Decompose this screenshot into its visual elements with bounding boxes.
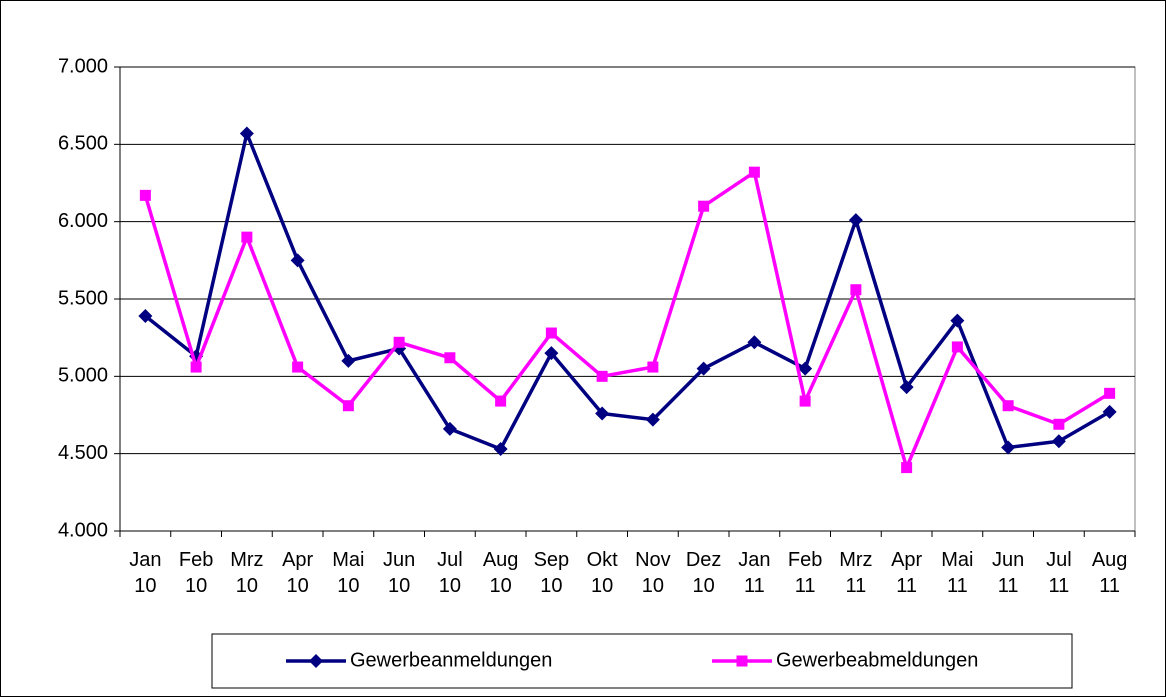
x-tick-label: Dez 10 — [685, 549, 722, 597]
point — [595, 406, 610, 421]
legend-label: Gewerbeabmeldungen — [776, 649, 978, 671]
point — [493, 442, 508, 457]
y-tick-label: 6.500 — [58, 133, 108, 155]
point — [292, 361, 304, 373]
point — [1002, 400, 1014, 412]
x-tick-label: Mrz 11 — [839, 549, 873, 597]
x-tick-label: Jun 10 — [383, 549, 416, 597]
x-tick-label: Sep 10 — [533, 549, 570, 597]
point — [239, 126, 254, 141]
x-tick-label: Apr 11 — [891, 549, 923, 597]
point — [799, 395, 811, 407]
point — [138, 309, 153, 324]
x-tick-label: Aug 11 — [1091, 549, 1128, 597]
y-tick-label: 7.000 — [58, 55, 108, 77]
x-tick-label: Aug 10 — [482, 549, 519, 597]
point — [341, 353, 356, 368]
point — [444, 352, 456, 364]
point — [596, 370, 608, 382]
y-tick-label: 5.500 — [58, 287, 108, 309]
x-tick-label: Feb 10 — [178, 549, 214, 597]
point — [901, 462, 913, 474]
point — [850, 284, 862, 296]
point — [698, 200, 710, 212]
x-tick-label: Jun 11 — [992, 549, 1025, 597]
point — [139, 189, 151, 201]
x-tick-label: Jul 11 — [1046, 549, 1072, 597]
point — [342, 400, 354, 412]
series-line — [144, 131, 1111, 451]
point — [190, 361, 202, 373]
point — [309, 654, 323, 668]
point — [748, 166, 760, 178]
point — [950, 313, 965, 328]
y-tick-label: 4.000 — [58, 519, 108, 541]
point — [1001, 440, 1016, 455]
x-tick-label: Mai 10 — [332, 549, 365, 597]
x-tick-label: Okt 10 — [586, 549, 618, 597]
point — [495, 395, 507, 407]
y-tick-label: 6.000 — [58, 210, 108, 232]
point — [696, 361, 711, 376]
x-tick-label: Mai 11 — [941, 549, 974, 597]
x-tick-label: Jan 11 — [738, 549, 771, 597]
legend-box — [211, 633, 1073, 689]
point — [544, 346, 559, 361]
point — [545, 327, 557, 339]
point — [798, 361, 813, 376]
point — [1104, 387, 1116, 399]
point — [951, 341, 963, 353]
point — [1051, 434, 1066, 449]
point — [1053, 418, 1065, 430]
point — [647, 361, 659, 373]
x-tick-label: Nov 10 — [635, 549, 671, 597]
point — [290, 253, 305, 268]
y-tick-label: 4.500 — [58, 442, 108, 464]
legend-label: Gewerbeanmeldungen — [350, 649, 552, 671]
point — [899, 380, 914, 395]
point — [241, 231, 253, 243]
y-tick-label: 5.000 — [58, 365, 108, 387]
point — [848, 213, 863, 228]
point — [747, 335, 762, 350]
x-tick-label: Apr 10 — [282, 549, 314, 597]
series-line — [143, 170, 1111, 470]
point — [736, 655, 748, 667]
point — [393, 336, 405, 348]
point — [442, 421, 457, 436]
point — [1102, 404, 1117, 419]
x-tick-label: Jan 10 — [129, 549, 162, 597]
x-tick-label: Feb 11 — [787, 549, 823, 597]
x-tick-label: Jul 10 — [437, 549, 463, 597]
x-tick-label: Mrz 10 — [230, 549, 264, 597]
point — [645, 412, 660, 427]
